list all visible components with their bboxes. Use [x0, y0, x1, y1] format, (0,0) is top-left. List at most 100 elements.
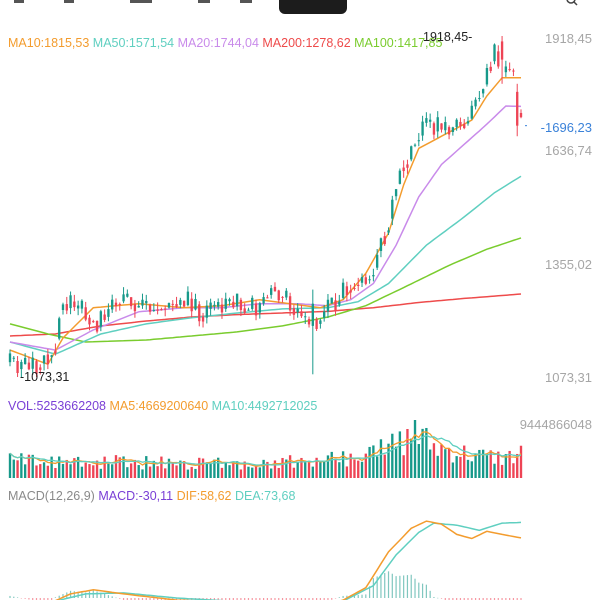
legend-item-dea: DEA:73,68 [231, 489, 295, 503]
volume-bar [133, 459, 137, 478]
macd-histogram-bar [512, 598, 515, 600]
macd-histogram-bar [232, 598, 234, 600]
period-tab-fragment[interactable] [198, 0, 210, 3]
macd-histogram-bar [437, 597, 439, 599]
candle [8, 349, 12, 367]
ma50-line [9, 175, 522, 355]
candle [307, 316, 311, 328]
candle [497, 45, 500, 69]
macd-histogram-bar [334, 598, 337, 599]
macd-histogram-bar [342, 595, 344, 598]
volume-bar [228, 465, 231, 478]
macd-histogram-bar [28, 598, 30, 600]
volume-bar [500, 464, 504, 478]
dea-line [56, 521, 522, 600]
volume-bar [80, 466, 84, 478]
macd-histogram-bar [104, 593, 106, 598]
max-price-marker: 1918,45- [423, 30, 472, 44]
macd-histogram-bar [13, 596, 15, 598]
candle [133, 299, 137, 318]
macd-histogram-bar [149, 598, 151, 600]
candle [84, 301, 87, 322]
macd-histogram-bar [304, 598, 306, 600]
macd-histogram-bar [210, 598, 212, 600]
macd-histogram-bar [297, 598, 299, 600]
candle [353, 283, 356, 291]
candle [209, 298, 212, 316]
macd-histogram-bar [141, 598, 144, 600]
volume-bar [137, 465, 140, 478]
macd-histogram-bar [274, 598, 276, 600]
macd-histogram-bar [520, 598, 522, 600]
macd-histogram-bar [47, 598, 49, 600]
volume-bar [444, 449, 447, 478]
volume-bar [478, 449, 481, 478]
candle [239, 297, 243, 317]
candle [148, 303, 152, 315]
volume-bar [160, 456, 163, 478]
volume-bar [156, 466, 159, 478]
candle [519, 109, 523, 119]
macd-histogram-bar [316, 598, 318, 600]
macd-histogram-bar [338, 597, 340, 598]
settings-icon[interactable] [566, 0, 578, 6]
macd-histogram-bar [138, 598, 140, 600]
volume-bar [410, 438, 413, 478]
volume-bar [141, 469, 144, 478]
selected-period-tab[interactable] [279, 0, 347, 14]
period-tab-fragment[interactable] [130, 0, 152, 3]
legend-item-ma200: MA200:1278,62 [259, 36, 351, 50]
volume-bar [205, 462, 209, 478]
macd-histogram-bar [111, 596, 113, 598]
macd-histogram-bar [395, 576, 397, 598]
volume-bar [447, 448, 451, 478]
volume-bar [23, 464, 27, 478]
candle [190, 292, 193, 318]
volume-bar [455, 456, 458, 478]
candle [167, 302, 171, 309]
volume-bar [95, 460, 99, 478]
candle [160, 307, 163, 311]
volume-bar [270, 468, 273, 478]
candle [270, 285, 273, 299]
volume-bar [107, 463, 110, 478]
candle [432, 121, 436, 140]
candle [315, 317, 318, 331]
volume-bar [114, 455, 118, 478]
candle [357, 277, 360, 292]
volume-bar [190, 466, 193, 478]
candle [69, 291, 72, 315]
macd-histogram-bar [346, 595, 348, 598]
macd-histogram-bar [429, 590, 431, 598]
macd-histogram-bar [39, 598, 41, 600]
ma100-line [9, 237, 522, 343]
macd-histogram-bar [399, 575, 401, 598]
candle [42, 354, 46, 371]
volume-bar [58, 456, 61, 478]
macd-histogram-bar [62, 594, 64, 598]
period-tab-fragment[interactable] [64, 0, 74, 3]
candle [65, 296, 68, 315]
candle [80, 299, 84, 314]
macd-histogram-bar [54, 597, 57, 598]
macd-histogram-bar [88, 591, 91, 598]
candle [421, 115, 424, 141]
macd-histogram-bar [308, 598, 310, 600]
volume-bar [485, 453, 489, 478]
volume-bar [440, 444, 443, 478]
candle [179, 297, 182, 309]
macd-histogram-bar [482, 598, 484, 600]
volume-bar [65, 459, 68, 478]
candle [198, 301, 201, 327]
macd-histogram-bar [130, 598, 132, 600]
macd-histogram-bar [281, 598, 284, 600]
macd-histogram-bar [391, 573, 393, 598]
dif-line [55, 520, 522, 600]
candle [360, 273, 364, 288]
period-tab-fragment[interactable] [14, 0, 24, 3]
macd-histogram-bar [270, 598, 272, 600]
legend-item-ma100: MA100:1417,85 [351, 36, 443, 50]
candle [217, 298, 220, 310]
volume-bar [368, 446, 371, 478]
period-tab-fragment[interactable] [240, 0, 252, 3]
